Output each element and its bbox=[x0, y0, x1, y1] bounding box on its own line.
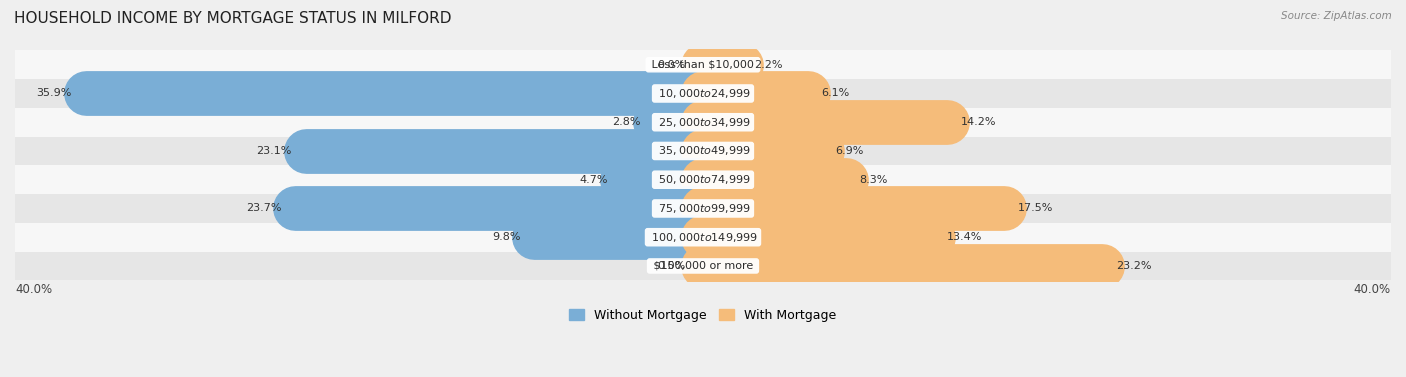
Text: $35,000 to $49,999: $35,000 to $49,999 bbox=[655, 144, 751, 158]
Bar bbox=[15, 136, 1391, 166]
Text: 4.7%: 4.7% bbox=[579, 175, 609, 185]
Text: 2.8%: 2.8% bbox=[613, 117, 641, 127]
Text: 9.8%: 9.8% bbox=[492, 232, 520, 242]
Text: $25,000 to $34,999: $25,000 to $34,999 bbox=[655, 116, 751, 129]
Text: 40.0%: 40.0% bbox=[1354, 283, 1391, 296]
Text: 0.0%: 0.0% bbox=[658, 60, 686, 70]
Text: 35.9%: 35.9% bbox=[37, 89, 72, 98]
Text: $100,000 to $149,999: $100,000 to $149,999 bbox=[648, 231, 758, 244]
Legend: Without Mortgage, With Mortgage: Without Mortgage, With Mortgage bbox=[564, 304, 842, 327]
Bar bbox=[15, 251, 1391, 280]
Text: 6.9%: 6.9% bbox=[835, 146, 863, 156]
Text: 23.7%: 23.7% bbox=[246, 204, 281, 213]
Text: HOUSEHOLD INCOME BY MORTGAGE STATUS IN MILFORD: HOUSEHOLD INCOME BY MORTGAGE STATUS IN M… bbox=[14, 11, 451, 26]
Text: 14.2%: 14.2% bbox=[960, 117, 997, 127]
Text: Less than $10,000: Less than $10,000 bbox=[648, 60, 758, 70]
Text: 13.4%: 13.4% bbox=[948, 232, 983, 242]
Text: 40.0%: 40.0% bbox=[15, 283, 52, 296]
Text: 23.2%: 23.2% bbox=[1116, 261, 1152, 271]
Bar bbox=[15, 194, 1391, 223]
Text: $75,000 to $99,999: $75,000 to $99,999 bbox=[655, 202, 751, 215]
Text: $50,000 to $74,999: $50,000 to $74,999 bbox=[655, 173, 751, 186]
Text: 17.5%: 17.5% bbox=[1018, 204, 1053, 213]
Bar bbox=[15, 166, 1391, 194]
Bar bbox=[15, 223, 1391, 251]
Text: 2.2%: 2.2% bbox=[755, 60, 783, 70]
Bar bbox=[15, 51, 1391, 79]
Text: Source: ZipAtlas.com: Source: ZipAtlas.com bbox=[1281, 11, 1392, 21]
Text: 0.0%: 0.0% bbox=[658, 261, 686, 271]
Bar bbox=[15, 79, 1391, 108]
Text: 8.3%: 8.3% bbox=[859, 175, 889, 185]
Text: 23.1%: 23.1% bbox=[256, 146, 292, 156]
Text: 6.1%: 6.1% bbox=[821, 89, 851, 98]
Text: $10,000 to $24,999: $10,000 to $24,999 bbox=[655, 87, 751, 100]
Bar bbox=[15, 108, 1391, 136]
Text: $150,000 or more: $150,000 or more bbox=[650, 261, 756, 271]
